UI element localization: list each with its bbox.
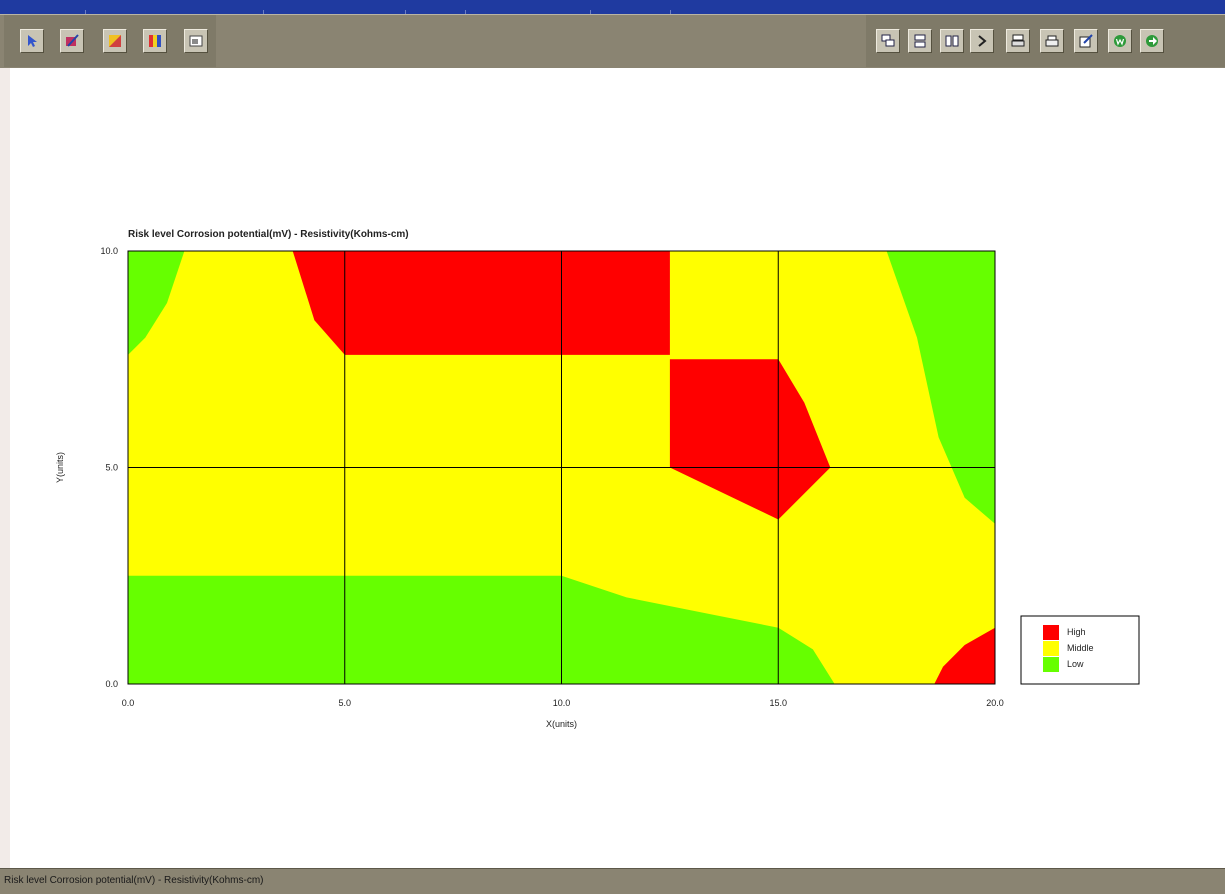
export-button[interactable] [1074, 29, 1098, 53]
exit-button[interactable] [1140, 29, 1164, 53]
legend-label-high: High [1067, 627, 1086, 637]
x-axis-label: X(units) [546, 719, 577, 729]
legend: High Middle Low [1020, 615, 1140, 685]
tile-icon [914, 34, 926, 48]
region-high-5 [934, 627, 995, 684]
exit-icon [1146, 35, 1158, 47]
window-button[interactable] [184, 29, 208, 53]
status-text: Risk level Corrosion potential(mV) - Res… [4, 875, 264, 886]
column-icon [945, 35, 959, 47]
y-tick-label: 5.0 [105, 463, 118, 473]
risk-contour-chart: Risk level Corrosion potential(mV) - Res… [55, 229, 1140, 729]
word-icon [1114, 35, 1126, 47]
cascade-button[interactable] [876, 29, 900, 53]
print-preview-icon [1011, 34, 1025, 47]
print-icon [1045, 35, 1059, 47]
print-preview-button[interactable] [1006, 29, 1030, 53]
window-icon [189, 35, 203, 47]
cascade-icon [881, 34, 895, 47]
print-button[interactable] [1040, 29, 1064, 53]
chart-canvas: Risk level Corrosion potential(mV) - Res… [10, 68, 1225, 868]
region-low-2 [886, 251, 995, 524]
color-bars-icon [149, 35, 161, 47]
palette-icon [109, 35, 121, 47]
column-button[interactable] [940, 29, 964, 53]
tile-button[interactable] [908, 29, 932, 53]
legend-swatch-middle [1043, 641, 1059, 656]
x-tick-label: 5.0 [338, 698, 351, 708]
legend-box [1020, 615, 1140, 685]
export-icon [1079, 34, 1093, 48]
region-low-1 [128, 251, 185, 355]
color-bars-button[interactable] [143, 29, 167, 53]
pointer-button[interactable] [20, 29, 44, 53]
region-high-3 [292, 251, 670, 355]
next-icon [978, 35, 987, 47]
legend-swatch-low [1043, 657, 1059, 672]
x-tick-label: 0.0 [122, 698, 135, 708]
x-tick-label: 15.0 [769, 698, 787, 708]
legend-swatch-high [1043, 625, 1059, 640]
plot-frame [127, 250, 996, 685]
chart-title: Risk level Corrosion potential(mV) - Res… [128, 229, 409, 240]
y-axis-label: Y(units) [55, 452, 65, 483]
toolbar [0, 14, 1225, 68]
legend-label-low: Low [1067, 659, 1084, 669]
x-tick-label: 20.0 [986, 698, 1004, 708]
word-button[interactable] [1108, 29, 1132, 53]
edit-chart-icon [66, 34, 79, 47]
legend-label-middle: Middle [1067, 643, 1094, 653]
region-low-0 [128, 575, 835, 684]
x-tick-label: 10.0 [553, 698, 571, 708]
next-button[interactable] [970, 29, 994, 53]
y-tick-label: 0.0 [105, 679, 118, 689]
y-tick-label: 10.0 [100, 246, 118, 256]
window-title-bar [0, 0, 1225, 14]
status-bar: Risk level Corrosion potential(mV) - Res… [0, 868, 1225, 894]
pointer-icon [28, 35, 37, 47]
edit-chart-button[interactable] [60, 29, 84, 53]
palette-button[interactable] [103, 29, 127, 53]
region-high-4 [669, 359, 831, 520]
